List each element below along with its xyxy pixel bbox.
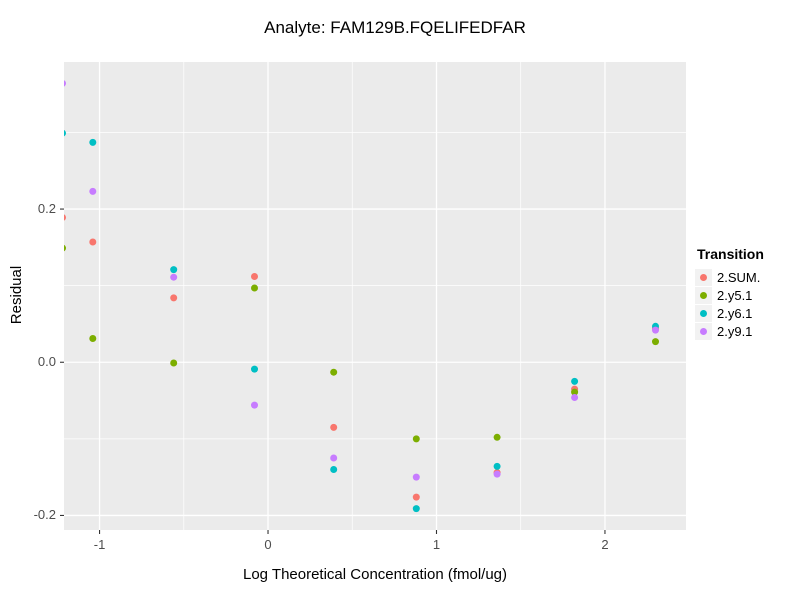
- legend-dot-icon: [700, 309, 707, 317]
- legend-key-icon: [695, 286, 712, 304]
- data-point-2.y9.1: [330, 454, 338, 462]
- legend-key-icon: [695, 268, 712, 286]
- data-point-2.SUM.: [412, 493, 420, 501]
- data-point-2.y9.1: [170, 273, 178, 281]
- plot-title: Analyte: FAM129B.FQELIFEDFAR: [264, 18, 526, 37]
- legend-item-2.y5.1: 2.y5.1: [695, 286, 797, 304]
- legend-items: 2.SUM. 2.y5.1 2.y6.1 2.y9.1: [695, 268, 797, 340]
- data-point-2.y5.1: [412, 435, 420, 443]
- legend-title: Transition: [697, 246, 764, 262]
- legend-item-2.y9.1: 2.y9.1: [695, 322, 797, 340]
- data-point-2.SUM.: [64, 214, 66, 221]
- legend-key-icon: [695, 322, 712, 340]
- data-point-2.y6.1: [89, 138, 97, 146]
- data-point-2.y9.1: [652, 326, 659, 334]
- x-tick-label: 1: [432, 537, 441, 552]
- data-point-2.y6.1: [251, 365, 258, 373]
- data-point-2.y5.1: [89, 335, 97, 342]
- data-point-2.y9.1: [89, 187, 97, 195]
- data-point-2.y5.1: [330, 368, 338, 376]
- data-point-2.y5.1: [64, 244, 66, 252]
- x-tick-label: 0: [264, 537, 272, 552]
- y-tick-label: -0.2: [33, 507, 56, 523]
- data-point-2.y5.1: [571, 388, 579, 396]
- legend-item-label: 2.SUM.: [717, 269, 761, 285]
- data-point-2.y6.1: [571, 377, 579, 385]
- data-point-2.y6.1: [330, 466, 338, 473]
- data-point-2.y6.1: [170, 266, 178, 274]
- data-point-2.y6.1: [64, 130, 66, 137]
- legend: Transition 2.SUM. 2.y5.1 2.y6.1 2.y9.1: [695, 246, 797, 340]
- legend-dot-icon: [700, 291, 707, 299]
- x-tick-label: 2: [601, 537, 609, 552]
- legend-dot-icon: [700, 273, 707, 281]
- legend-item-label: 2.y5.1: [717, 287, 753, 303]
- x-tick-label: -1: [93, 537, 106, 552]
- data-point-2.y9.1: [571, 394, 579, 401]
- data-point-2.y9.1: [412, 473, 420, 481]
- legend-key-icon: [695, 304, 712, 322]
- data-point-2.y6.1: [412, 505, 420, 513]
- legend-item-label: 2.y9.1: [717, 323, 753, 339]
- data-point-2.y5.1: [493, 433, 501, 441]
- data-point-2.y5.1: [170, 359, 178, 367]
- x-axis-label: Log Theoretical Concentration (fmol/ug): [242, 566, 508, 583]
- plot-panel: [64, 62, 686, 530]
- data-point-2.y5.1: [251, 284, 258, 292]
- data-point-2.SUM.: [170, 294, 178, 302]
- legend-item-2.y6.1: 2.y6.1: [695, 304, 797, 322]
- data-point-2.y9.1: [64, 80, 66, 87]
- data-point-2.SUM.: [89, 238, 97, 246]
- points-layer: [64, 80, 659, 513]
- data-point-2.SUM.: [251, 273, 258, 280]
- data-point-2.SUM.: [330, 423, 338, 431]
- data-point-2.y9.1: [251, 401, 258, 409]
- data-point-2.y6.1: [493, 462, 501, 470]
- data-point-2.y9.1: [493, 470, 501, 478]
- legend-dot-icon: [700, 327, 707, 335]
- legend-item-2.SUM.: 2.SUM.: [695, 268, 797, 286]
- y-tick-label: 0.0: [37, 354, 56, 370]
- legend-item-label: 2.y6.1: [717, 305, 753, 321]
- data-point-2.y5.1: [652, 338, 659, 346]
- y-tick-label: 0.2: [37, 201, 56, 217]
